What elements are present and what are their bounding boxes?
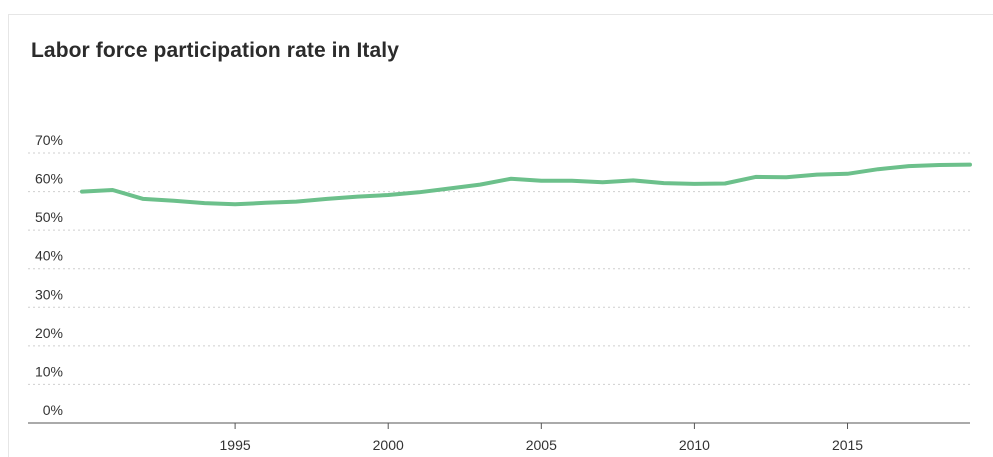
x-tick-label: 2010 xyxy=(679,437,710,453)
chart-card: Labor force participation rate in Italy xyxy=(8,14,993,457)
chart-title: Labor force participation rate in Italy xyxy=(31,39,399,62)
x-tick-label: 2015 xyxy=(832,437,863,453)
x-tick-label: 2005 xyxy=(526,437,557,453)
x-tick-label: 2000 xyxy=(373,437,404,453)
grid-lines xyxy=(28,152,970,385)
y-tick-label: 50% xyxy=(35,209,63,225)
series-line xyxy=(80,162,972,207)
y-tick-label: 70% xyxy=(35,132,63,148)
series-layer xyxy=(80,162,972,207)
y-tick-label: 0% xyxy=(43,402,63,418)
y-axis: 0% 10% 20% 30% 40% 50% 60% 70% xyxy=(35,132,63,418)
x-axis: 1995 2000 2005 2010 2015 xyxy=(220,423,863,453)
y-tick-label: 20% xyxy=(35,325,63,341)
y-tick-label: 10% xyxy=(35,363,63,379)
y-tick-label: 40% xyxy=(35,248,63,264)
y-tick-label: 60% xyxy=(35,171,63,187)
x-tick-label: 1995 xyxy=(220,437,251,453)
y-tick-label: 30% xyxy=(35,286,63,302)
